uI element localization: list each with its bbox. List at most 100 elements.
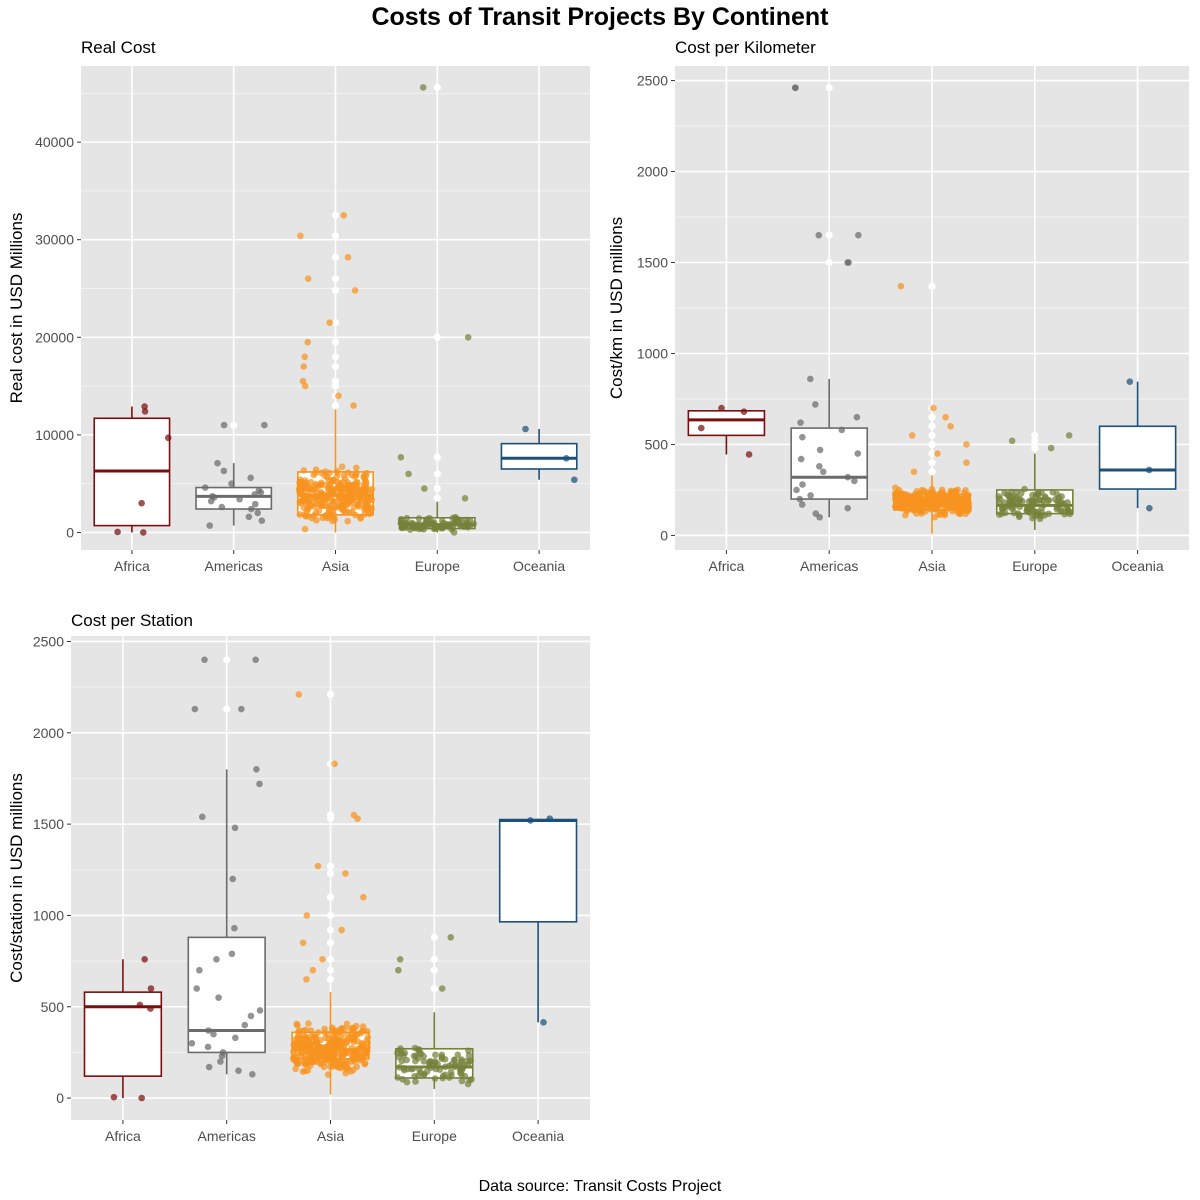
data-point <box>334 1063 341 1071</box>
data-point <box>247 1012 255 1020</box>
data-point <box>1146 504 1153 512</box>
data-point <box>297 497 305 505</box>
data-point <box>855 231 862 239</box>
data-point <box>908 432 916 439</box>
data-point <box>331 760 338 768</box>
y-tick-label: 1500 <box>637 255 668 271</box>
data-point <box>411 1072 418 1080</box>
y-tick-label: 1500 <box>33 816 64 832</box>
data-point <box>205 1063 213 1071</box>
data-point <box>249 1071 256 1078</box>
outlier-point <box>433 470 441 478</box>
data-point <box>214 459 221 467</box>
y-tick-label: 1000 <box>33 907 64 923</box>
box-africa <box>687 410 766 437</box>
data-point <box>427 1057 434 1065</box>
data-point <box>215 994 222 1001</box>
data-point <box>324 1031 332 1038</box>
y-tick-label: 30000 <box>35 232 74 248</box>
data-point <box>326 1041 333 1049</box>
data-point <box>360 893 367 901</box>
outlier-point <box>430 955 438 963</box>
data-point <box>312 509 320 516</box>
y-tick-label: 2500 <box>637 73 668 89</box>
data-point <box>296 511 304 518</box>
data-point <box>326 319 333 326</box>
x-tick-label: Europe <box>415 558 460 574</box>
data-point <box>343 1020 351 1028</box>
data-point <box>303 912 311 919</box>
outlier-point <box>928 449 936 458</box>
outlier-point <box>1031 444 1039 452</box>
data-point <box>335 392 342 400</box>
data-point <box>254 509 262 517</box>
data-point <box>934 503 941 511</box>
panel-2: 0 500 1000 1500 2000 2500 Africa Americas Asia Eu… <box>7 611 590 1144</box>
data-point <box>196 966 203 974</box>
outlier-point <box>825 84 833 92</box>
data-point <box>307 1057 314 1065</box>
outlier-point <box>928 282 936 290</box>
outlier-point <box>1031 431 1039 439</box>
data-point <box>414 1046 422 1053</box>
outlier-point <box>331 253 340 261</box>
data-point <box>219 1049 227 1056</box>
data-point <box>344 517 352 525</box>
data-point <box>327 511 335 519</box>
data-point <box>853 413 861 421</box>
data-point <box>330 497 338 505</box>
data-point <box>261 421 268 429</box>
data-point <box>310 1041 318 1049</box>
outlier-point <box>326 893 335 901</box>
box-oceania <box>498 818 578 923</box>
data-point <box>313 516 320 524</box>
data-point <box>336 1041 343 1049</box>
outlier-point <box>433 333 441 341</box>
data-point <box>899 492 907 500</box>
data-point <box>350 811 358 819</box>
outlier-point <box>433 494 441 502</box>
data-point <box>1034 491 1042 499</box>
outlier-point <box>1031 437 1039 445</box>
data-point <box>819 468 827 476</box>
data-point <box>301 525 309 533</box>
data-point <box>220 467 228 475</box>
box-africa <box>83 991 163 1077</box>
data-point <box>245 513 253 521</box>
data-point <box>353 1063 361 1071</box>
x-tick-label: Africa <box>709 558 745 574</box>
data-point <box>930 404 937 412</box>
outlier-point <box>326 966 335 974</box>
data-point <box>363 1049 370 1057</box>
data-point <box>241 1021 249 1029</box>
outlier-point <box>223 656 231 664</box>
data-point <box>238 705 245 713</box>
data-point <box>347 1034 355 1041</box>
y-axis-label: Real cost in USD Millions <box>7 213 26 404</box>
data-point <box>256 1007 264 1014</box>
data-point <box>338 1049 346 1057</box>
data-point <box>314 862 322 870</box>
data-point <box>455 517 463 525</box>
data-point <box>1015 513 1023 521</box>
data-point <box>357 515 364 522</box>
data-point <box>356 1057 364 1064</box>
data-point <box>352 481 360 489</box>
outlier-point <box>331 377 340 385</box>
data-point <box>454 1051 462 1059</box>
outlier-point <box>331 362 340 371</box>
data-point <box>797 419 804 426</box>
outlier-point <box>928 459 936 467</box>
data-point <box>1057 506 1064 514</box>
data-point <box>317 1059 325 1066</box>
data-point <box>347 1025 355 1033</box>
data-point <box>336 483 344 490</box>
data-point <box>935 495 942 503</box>
data-point <box>139 529 147 536</box>
data-point <box>164 434 172 442</box>
y-tick-label: 40000 <box>35 134 74 150</box>
data-point <box>114 528 121 536</box>
data-point <box>419 84 427 91</box>
data-point <box>361 1059 369 1067</box>
data-point <box>312 469 319 477</box>
